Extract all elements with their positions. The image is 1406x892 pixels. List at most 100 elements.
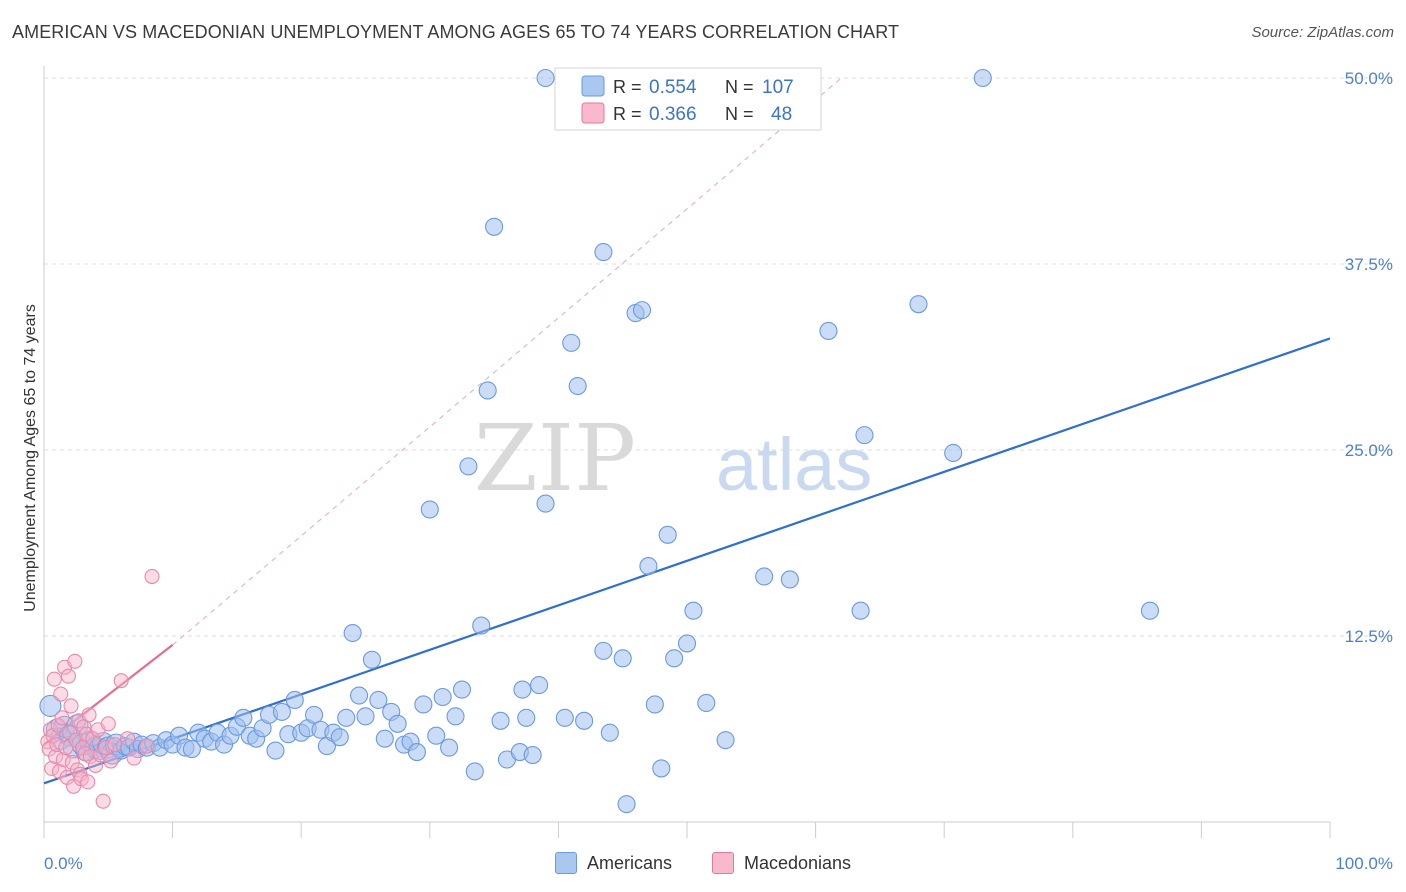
point-americans <box>944 443 963 463</box>
point-americans <box>305 705 324 724</box>
point-americans <box>350 686 369 705</box>
y-tick-label: 37.5% <box>1345 255 1393 274</box>
point-americans <box>182 740 201 759</box>
y-tick-label: 12.5% <box>1345 627 1393 646</box>
point-americans <box>285 690 304 710</box>
point-macedonians <box>98 740 114 756</box>
legend-r-label-americans: R = <box>613 77 642 97</box>
point-macedonians <box>55 751 71 768</box>
point-macedonians <box>144 568 160 585</box>
point-macedonians <box>46 671 62 687</box>
point-americans <box>530 676 549 695</box>
point-americans <box>446 707 465 726</box>
trend-line-extended-macedonians <box>172 77 842 646</box>
correlation-legend: R = 0.554 N = 107 R = 0.366 N = 48 <box>554 67 822 131</box>
y-tick-label: 50.0% <box>1345 69 1393 88</box>
point-macedonians <box>48 748 64 765</box>
legend-r-macedonians: 0.366 <box>649 104 697 125</box>
point-americans <box>600 723 619 742</box>
point-macedonians <box>107 737 123 753</box>
point-americans <box>665 649 684 668</box>
tick-labels: 12.5% 25.0% 37.5% 50.0% 0.0% 100.0% <box>44 69 1393 873</box>
legend-n-label-americans: N = <box>725 77 754 97</box>
point-macedonians <box>69 762 85 778</box>
point-americans <box>343 623 362 643</box>
point-americans <box>819 321 838 341</box>
trend-line-americans <box>43 337 1331 785</box>
legend-swatch-americans <box>581 75 605 97</box>
point-americans <box>420 500 439 519</box>
point-americans <box>465 762 484 781</box>
point-americans <box>568 376 587 396</box>
point-americans <box>427 726 446 745</box>
point-americans <box>362 650 381 669</box>
point-macedonians <box>49 737 65 753</box>
point-macedonians <box>80 774 96 790</box>
point-americans <box>330 728 349 747</box>
legend-r-label-macedonians: R = <box>613 104 642 124</box>
chart-source: Source: ZipAtlas.com <box>1251 24 1394 41</box>
point-americans <box>414 695 433 714</box>
point-americans <box>851 601 870 620</box>
y-tick-label: 25.0% <box>1345 441 1393 460</box>
point-americans <box>433 687 452 707</box>
watermark-zip: ZIP <box>474 405 636 512</box>
legend-item-macedonians[interactable]: Macedonians <box>711 852 852 874</box>
point-americans <box>356 707 375 726</box>
point-macedonians <box>51 763 67 779</box>
point-americans <box>513 680 532 699</box>
legend-n-label-macedonians: N = <box>725 104 754 124</box>
point-americans <box>452 680 472 699</box>
point-macedonians <box>103 753 119 769</box>
point-macedonians <box>60 668 76 684</box>
point-americans <box>536 494 555 513</box>
point-americans <box>658 525 677 544</box>
americans-swatch <box>554 852 577 874</box>
point-americans <box>613 649 632 668</box>
trend-lines <box>43 77 1331 785</box>
legend-n-macedonians: 48 <box>771 104 792 125</box>
point-macedonians <box>126 750 142 766</box>
point-americans <box>973 68 992 88</box>
point-americans <box>485 217 504 236</box>
point-americans <box>755 567 774 586</box>
point-americans <box>478 381 497 400</box>
legend-r-americans: 0.554 <box>649 77 697 98</box>
point-macedonians <box>100 716 116 732</box>
point-macedonians <box>40 734 56 750</box>
point-americans <box>266 741 285 760</box>
x-tick-label: 0.0% <box>44 854 83 873</box>
x-tick-label: 100.0% <box>1335 854 1393 873</box>
point-macedonians <box>58 740 74 756</box>
data-points <box>39 68 1160 814</box>
watermark-atlas: atlas <box>716 423 872 506</box>
legend-n-americans: 107 <box>762 77 794 98</box>
point-macedonians <box>53 686 69 702</box>
point-americans <box>684 601 703 620</box>
point-americans <box>234 708 253 727</box>
y-axis-title: Unemployment Among Ages 65 to 74 years <box>22 304 39 612</box>
point-americans <box>272 702 291 721</box>
point-macedonians <box>81 707 97 723</box>
point-americans <box>440 738 459 757</box>
point-americans <box>369 690 388 710</box>
point-americans <box>491 711 510 730</box>
point-americans <box>632 301 652 320</box>
point-americans <box>459 457 478 476</box>
point-macedonians <box>50 717 66 733</box>
chart-title: AMERICAN VS MACEDONIAN UNEMPLOYMENT AMON… <box>12 22 900 42</box>
point-americans <box>555 708 574 727</box>
macedonians-label: Macedonians <box>743 852 852 873</box>
point-macedonians <box>64 754 80 771</box>
series-legend: Americans Macedonians <box>0 852 1406 874</box>
point-americans <box>594 641 613 660</box>
point-macedonians <box>67 653 83 669</box>
point-americans <box>407 743 426 762</box>
point-americans <box>677 634 697 653</box>
point-americans <box>855 426 874 445</box>
legend-item-americans[interactable]: Americans <box>554 852 672 874</box>
point-americans <box>639 557 658 576</box>
point-americans <box>536 68 555 88</box>
point-americans <box>472 616 491 635</box>
